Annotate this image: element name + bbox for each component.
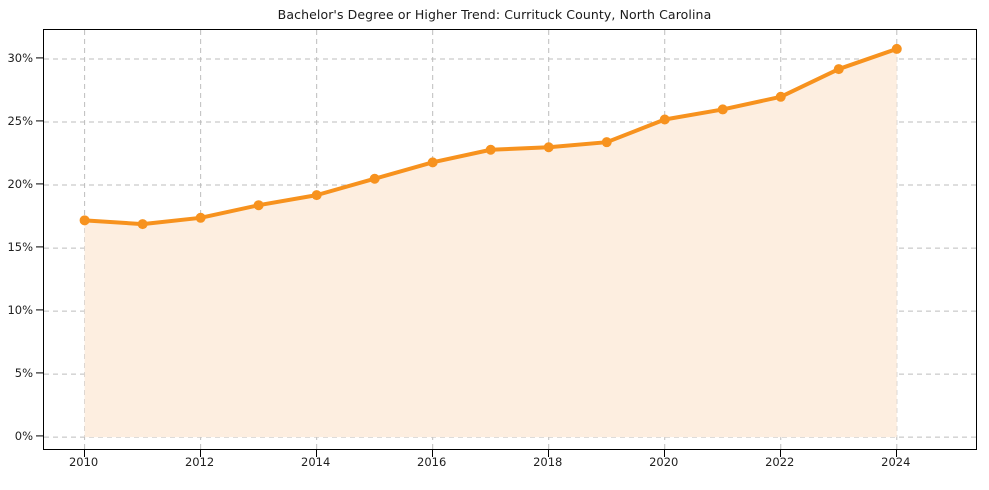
x-axis-tick-mark [547,450,549,457]
y-axis-tick-mark [36,246,43,248]
x-axis-tick-mark [83,450,85,457]
data-point-marker[interactable]: 2012: 17.4% [195,212,206,223]
y-axis-tick-label: 0% [14,429,33,444]
plot-area: 2010: 17.2% 2011: 16.9% 2012: 17.4% 2013: 1… [43,29,978,451]
data-point-marker[interactable]: 2014: 19.2% [311,190,322,201]
x-axis-tick-label: 2016 [417,455,447,469]
data-point-marker[interactable]: 2021: 26% [717,104,728,115]
data-point-marker[interactable]: 2015: 20.5% [369,173,380,184]
y-axis-tick-mark [36,120,43,122]
data-point-marker[interactable]: 2020: 25.2% [659,114,670,125]
data-series-layer: 2010: 17.2% 2011: 16.9% 2012: 17.4% 2013: 1… [79,43,902,438]
chart-title: Bachelor's Degree or Higher Trend: Curri… [277,7,712,22]
area-fill [84,48,897,438]
x-axis-tick-label: 2010 [68,455,99,469]
data-point-marker[interactable]: 2024: 30.8% [891,43,902,54]
y-axis-tick-mark [36,183,43,185]
x-axis-tick-mark [663,450,665,457]
x-axis-tick-label: 2020 [649,455,679,469]
x-axis-tick-mark [779,450,781,457]
x-axis-tick-mark [315,450,317,457]
x-axis-tick-label: 2014 [301,455,331,469]
y-axis-tick-mark [36,309,43,311]
x-axis-tick-label: 2018 [533,455,563,469]
y-axis-tick-label: 25% [7,114,33,128]
x-axis-tick-mark [895,450,897,457]
y-axis-tick-label: 5% [14,366,33,381]
y-axis-tick-label: 10% [7,303,33,318]
data-point-marker[interactable]: 2013: 18.4% [253,200,264,211]
y-axis-tick-label: 20% [7,177,33,192]
data-point-marker[interactable]: 2016: 21.8% [427,157,438,168]
x-axis-tick-mark [431,450,433,457]
y-axis-tick-mark [36,372,43,374]
y-axis-tick-label: 15% [7,240,33,255]
data-point-marker[interactable]: 2019: 23.4% [601,137,612,148]
data-point-marker[interactable]: 2011: 16.9% [137,219,148,230]
data-point-marker[interactable]: 2018: 23% [543,142,554,153]
data-point-marker[interactable]: 2010: 17.2% [79,215,90,226]
y-axis-tick-label: 30% [7,50,33,65]
y-axis-tick-mark [36,57,43,59]
y-axis-tick-mark [36,435,43,437]
x-axis-tick-label: 2012 [184,455,215,469]
x-axis-tick-mark [199,450,201,457]
data-point-marker[interactable]: 2023: 29.2% [833,64,844,75]
data-point-marker[interactable]: 2017: 22.8% [485,144,496,155]
x-axis-tick-label: 2024 [881,455,911,469]
x-axis-tick-label: 2022 [765,455,795,469]
data-point-marker[interactable]: 2022: 27% [775,91,786,102]
